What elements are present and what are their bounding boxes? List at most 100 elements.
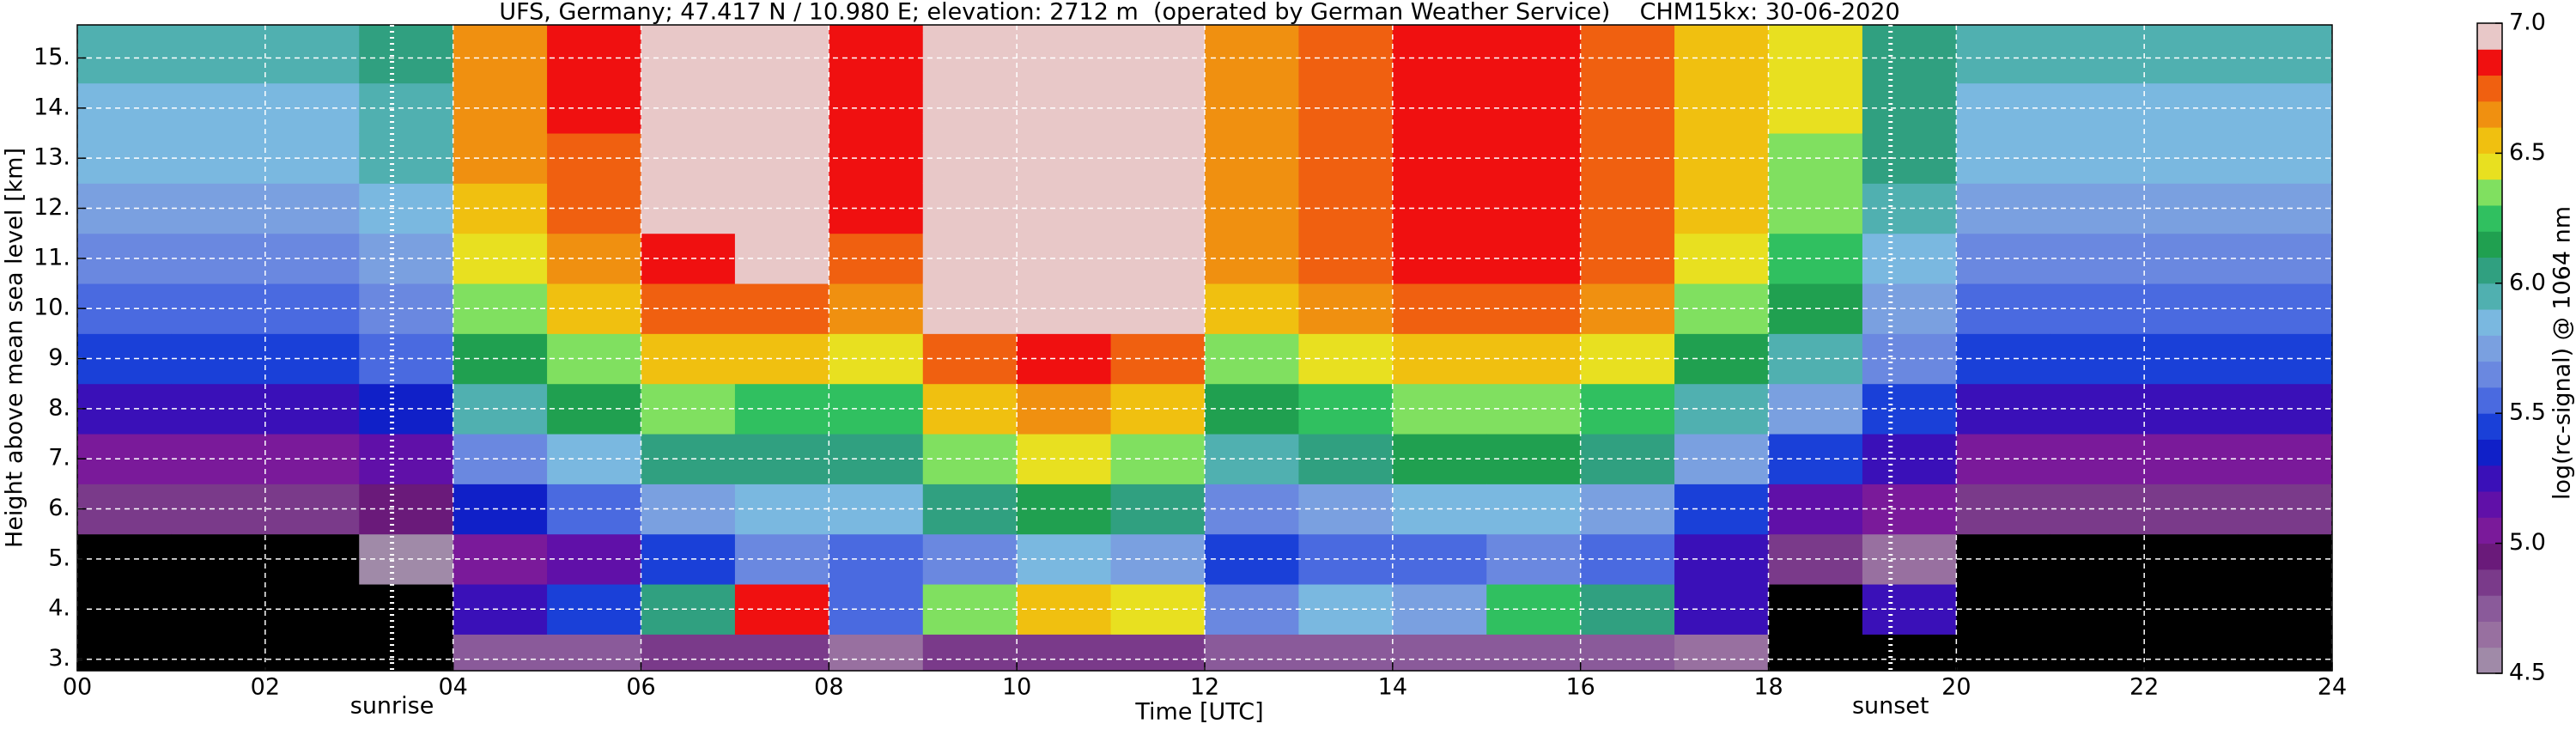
heatmap-cell bbox=[1110, 634, 1206, 671]
heatmap-cell bbox=[1768, 634, 1863, 671]
heatmap-cell bbox=[734, 634, 829, 671]
heatmap-cell bbox=[922, 25, 1018, 33]
heatmap-cell bbox=[734, 25, 829, 33]
heatmap-cell bbox=[1298, 634, 1394, 671]
colorbar-tick-label: 4.5 bbox=[2509, 660, 2546, 686]
x-tick-label: 12 bbox=[1190, 674, 1219, 701]
annotation-label: sunrise bbox=[350, 693, 434, 720]
heatmap-cell bbox=[453, 25, 548, 33]
heatmap-cell bbox=[641, 634, 736, 671]
colorbar-band bbox=[2477, 309, 2502, 336]
y-tick-label: 13. bbox=[33, 144, 70, 171]
x-tick-label: 24 bbox=[2318, 674, 2347, 701]
colorbar-tick-label: 7.0 bbox=[2509, 9, 2546, 36]
x-tick-label: 20 bbox=[1941, 674, 1971, 701]
colorbar-band bbox=[2477, 543, 2502, 570]
x-tick-label: 04 bbox=[438, 674, 467, 701]
heatmap-cell bbox=[2144, 634, 2239, 671]
heatmap-cell bbox=[1956, 25, 2051, 33]
heatmap-cell bbox=[1392, 25, 1487, 33]
plot-frame bbox=[76, 24, 2333, 672]
colorbar-tick-label: 6.0 bbox=[2509, 269, 2546, 295]
heatmap-cell bbox=[641, 25, 736, 33]
annotation-label: sunset bbox=[1852, 693, 1929, 720]
heatmap-cell bbox=[453, 634, 548, 671]
heatmap-cell bbox=[1017, 25, 1112, 33]
y-tick-label: 7. bbox=[48, 445, 70, 471]
y-tick-label: 9. bbox=[48, 344, 70, 371]
heatmap-cell bbox=[264, 634, 360, 671]
heatmap-cell bbox=[2050, 25, 2145, 33]
colorbar-tick-label: 6.5 bbox=[2509, 139, 2546, 166]
colorbar-band bbox=[2477, 49, 2502, 76]
y-tick-label: 5. bbox=[48, 544, 70, 571]
y-axis-label: Height above mean sea level [km] bbox=[2, 148, 28, 548]
x-tick-label: 02 bbox=[251, 674, 280, 701]
x-tick-label: 00 bbox=[63, 674, 92, 701]
colorbar-band bbox=[2477, 413, 2502, 440]
heatmap-cell bbox=[1486, 25, 1582, 33]
colorbar-band bbox=[2477, 386, 2502, 414]
colorbar-band bbox=[2477, 257, 2502, 284]
colorbar-band bbox=[2477, 283, 2502, 310]
y-tick-label: 10. bbox=[33, 295, 70, 321]
heatmap-cell bbox=[171, 634, 266, 671]
x-tick-label: 08 bbox=[814, 674, 843, 701]
heatmap-cell bbox=[2238, 25, 2332, 33]
y-tick-label: 14. bbox=[33, 94, 70, 120]
heatmap-cell bbox=[1674, 25, 1769, 33]
y-tick-label: 3. bbox=[48, 645, 70, 672]
colorbar-tick-label: 5.5 bbox=[2509, 399, 2546, 426]
colorbar-band bbox=[2477, 647, 2502, 674]
heatmap-cell bbox=[829, 634, 924, 671]
colorbar-band bbox=[2477, 179, 2502, 206]
heatmap-cell bbox=[1768, 25, 1863, 33]
heatmap-cell bbox=[547, 634, 641, 671]
colorbar-frame bbox=[2476, 22, 2503, 674]
heatmap-cell bbox=[1017, 634, 1112, 671]
y-tick-label: 11. bbox=[33, 244, 70, 271]
heatmap-cell bbox=[77, 25, 172, 33]
heatmap-cell bbox=[1392, 634, 1487, 671]
colorbar-band bbox=[2477, 517, 2502, 544]
heatmap-cell bbox=[1674, 634, 1769, 671]
heatmap-cell bbox=[829, 25, 924, 33]
heatmap-cell bbox=[1486, 634, 1582, 671]
colorbar-band bbox=[2477, 231, 2502, 259]
heatmap-cell bbox=[2238, 634, 2332, 671]
heatmap-cell bbox=[1862, 634, 1957, 671]
heatmap-cell bbox=[264, 25, 360, 33]
y-tick-label: 6. bbox=[48, 495, 70, 521]
heatmap-cell bbox=[1205, 634, 1299, 671]
colorbar-band bbox=[2477, 491, 2502, 518]
heatmap-cell bbox=[2050, 634, 2145, 671]
x-tick-label: 16 bbox=[1565, 674, 1595, 701]
heatmap-cell bbox=[359, 25, 454, 33]
colorbar-band bbox=[2477, 439, 2502, 466]
heatmap-cell bbox=[2144, 25, 2239, 33]
y-tick-label: 12. bbox=[33, 194, 70, 221]
heatmap-cell bbox=[77, 634, 172, 671]
x-axis-label: Time [UTC] bbox=[1134, 699, 1263, 726]
x-tick-label: 06 bbox=[626, 674, 655, 701]
colorbar-band bbox=[2477, 75, 2502, 102]
colorbar-band bbox=[2477, 204, 2502, 232]
heatmap-cell bbox=[1956, 634, 2051, 671]
heatmap-cell bbox=[1110, 25, 1206, 33]
heatmap-cell bbox=[171, 25, 266, 33]
heatmap-cell bbox=[1580, 25, 1675, 33]
colorbar-band bbox=[2477, 100, 2502, 128]
colorbar-band bbox=[2477, 23, 2502, 50]
x-tick-label: 14 bbox=[1378, 674, 1407, 701]
x-tick-label: 22 bbox=[2129, 674, 2159, 701]
colorbar-band bbox=[2477, 465, 2502, 492]
colorbar-band bbox=[2477, 595, 2502, 622]
heatmap-cell bbox=[1862, 25, 1957, 33]
colorbar-band bbox=[2477, 621, 2502, 648]
x-tick-label: 18 bbox=[1753, 674, 1783, 701]
colorbar-band bbox=[2477, 127, 2502, 154]
colorbar-band bbox=[2477, 153, 2502, 180]
y-tick-label: 4. bbox=[48, 595, 70, 622]
y-tick-label: 8. bbox=[48, 394, 70, 421]
